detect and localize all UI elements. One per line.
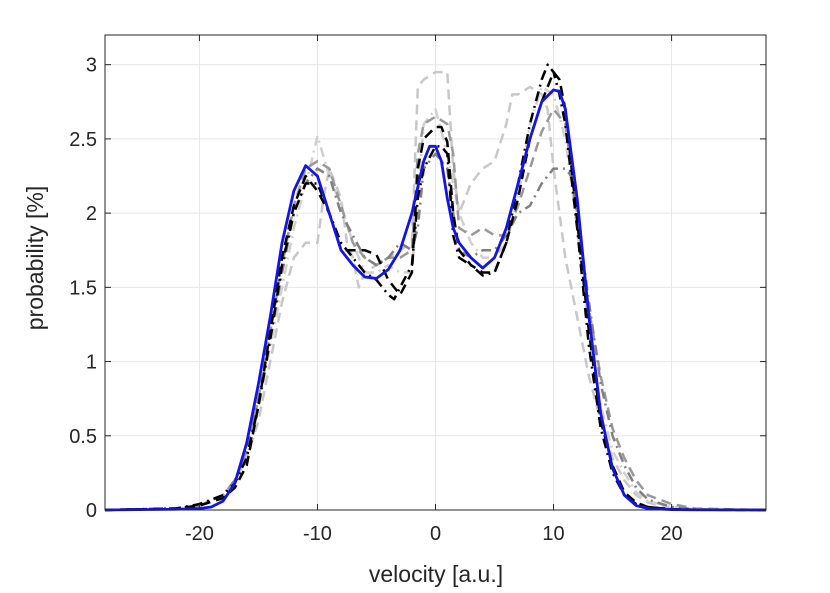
y-tick-label: 1 (86, 352, 97, 374)
y-tick-label: 0.5 (69, 426, 97, 448)
x-axis-label: velocity [a.u.] (369, 561, 503, 587)
tick-labels: -20 -10 0 10 20 0 0.5 1 1.5 2 2.5 3 (69, 55, 683, 545)
series-layer (104, 63, 767, 512)
y-tick-label: 3 (86, 55, 97, 77)
x-tick-label: -10 (303, 523, 332, 545)
y-tick-label: 2.5 (69, 129, 97, 151)
x-tick-label: 10 (542, 523, 564, 545)
series-line-1 (104, 70, 767, 512)
x-tick-label: -20 (185, 523, 214, 545)
y-tick-label: 1.5 (69, 277, 97, 299)
series-line-5 (104, 70, 767, 512)
x-tick-label: 0 (430, 523, 441, 545)
y-tick-label: 0 (86, 500, 97, 522)
series-line-7 (104, 88, 767, 512)
y-axis-label: probability [%] (22, 186, 48, 330)
series-line-2 (104, 85, 767, 512)
y-tick-label: 2 (86, 203, 97, 225)
ticks (105, 35, 766, 511)
x-tick-label: 20 (660, 523, 682, 545)
series-line-6 (104, 63, 767, 512)
